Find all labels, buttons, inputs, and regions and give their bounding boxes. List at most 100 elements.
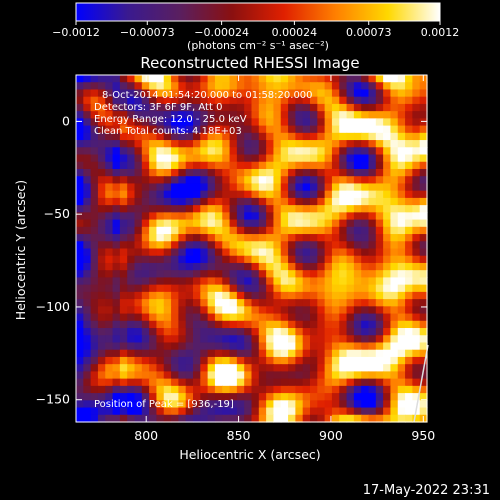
heatmap-cell [280,414,289,423]
heatmap-cell [236,248,245,257]
heatmap-cell [134,262,143,271]
heatmap-cell [266,400,275,409]
heatmap-cell [280,82,289,91]
heatmap-cell [310,125,318,134]
heatmap-cell [419,328,428,336]
heatmap-cell [331,103,340,112]
heatmap-cell [331,75,340,83]
heatmap-cell [419,291,428,300]
heatmap-cell [310,400,318,409]
heatmap-cell [105,248,114,257]
heatmap-cell [361,356,370,365]
heatmap-cell [361,270,370,279]
heatmap-cell [105,407,114,416]
heatmap-cell [83,342,92,351]
heatmap-cell [90,277,99,286]
heatmap-cell [280,277,289,286]
heatmap-cell [280,103,289,112]
heatmap-cell [266,147,275,156]
heatmap-cell [119,183,128,192]
heatmap-cell [141,176,150,185]
heatmap-cell [76,161,84,170]
heatmap-cell [295,320,304,329]
heatmap-cell [302,407,311,416]
heatmap-cell [214,125,223,134]
heatmap-cell [310,226,318,235]
heatmap-cell [258,364,267,372]
heatmap-cell [214,241,223,250]
heatmap-cell [163,270,172,279]
heatmap-cell [288,400,296,409]
heatmap-cell [185,356,194,365]
heatmap-cell [119,277,128,286]
heatmap-cell [134,248,143,257]
heatmap-cell [178,270,187,279]
heatmap-cell [280,299,289,307]
heatmap-cell [149,414,158,423]
heatmap-cell [346,277,355,286]
heatmap-cell [127,89,136,98]
heatmap-cell [141,118,150,127]
heatmap-cell [368,161,377,170]
heatmap-cell [127,328,136,336]
heatmap-cell [229,342,238,351]
heatmap-cell [76,342,84,351]
heatmap-cell [339,176,348,185]
heatmap-cell [222,154,231,163]
heatmap-cell [134,342,143,351]
heatmap-cell [405,262,413,271]
heatmap-cell [324,234,333,242]
heatmap-cell [200,385,209,394]
heatmap-cell [273,234,282,242]
heatmap-cell [222,414,231,423]
heatmap-cell [185,82,194,91]
heatmap-cell [339,140,348,148]
heatmap-cell [97,226,106,235]
heatmap-cell [127,219,136,228]
heatmap-cell [236,197,245,206]
heatmap-cell [112,393,121,401]
x-tick-label: 900 [319,428,343,443]
heatmap-cell [193,277,201,286]
heatmap-cell [273,400,282,409]
heatmap-cell [295,197,304,206]
heatmap-cell [324,407,333,416]
heatmap-cell [127,342,136,351]
heatmap-cell [178,328,187,336]
heatmap-cell [288,234,296,242]
heatmap-cell [258,306,267,315]
heatmap-cell [244,328,253,336]
heatmap-cell [222,335,231,344]
heatmap-cell [185,190,194,199]
heatmap-cell [251,393,260,401]
heatmap-cell [83,414,92,423]
heatmap-cell [339,96,348,105]
heatmap-cell [119,190,128,199]
heatmap-cell [251,125,260,134]
heatmap-cell [251,356,260,365]
heatmap-cell [361,371,370,380]
heatmap-cell [258,385,267,394]
heatmap-cell [163,414,172,423]
heatmap-cell [331,342,340,351]
heatmap-cell [97,407,106,416]
heatmap-cell [214,414,223,423]
heatmap-cell [127,255,136,264]
heatmap-cell [178,132,187,141]
heatmap-cell [222,111,231,119]
heatmap-cell [244,147,253,156]
heatmap-cell [310,349,318,358]
heatmap-cell [368,154,377,163]
heatmap-cell [258,320,267,329]
heatmap-cell [178,82,187,91]
heatmap-cell [105,364,114,372]
heatmap-cell [339,248,348,257]
heatmap-cell [302,328,311,336]
heatmap-cell [397,385,406,394]
heatmap-cell [244,414,253,423]
heatmap-cell [229,219,238,228]
heatmap-cell [214,349,223,358]
heatmap-cell [76,89,84,98]
heatmap-cell [214,320,223,329]
heatmap-cell [310,313,318,322]
